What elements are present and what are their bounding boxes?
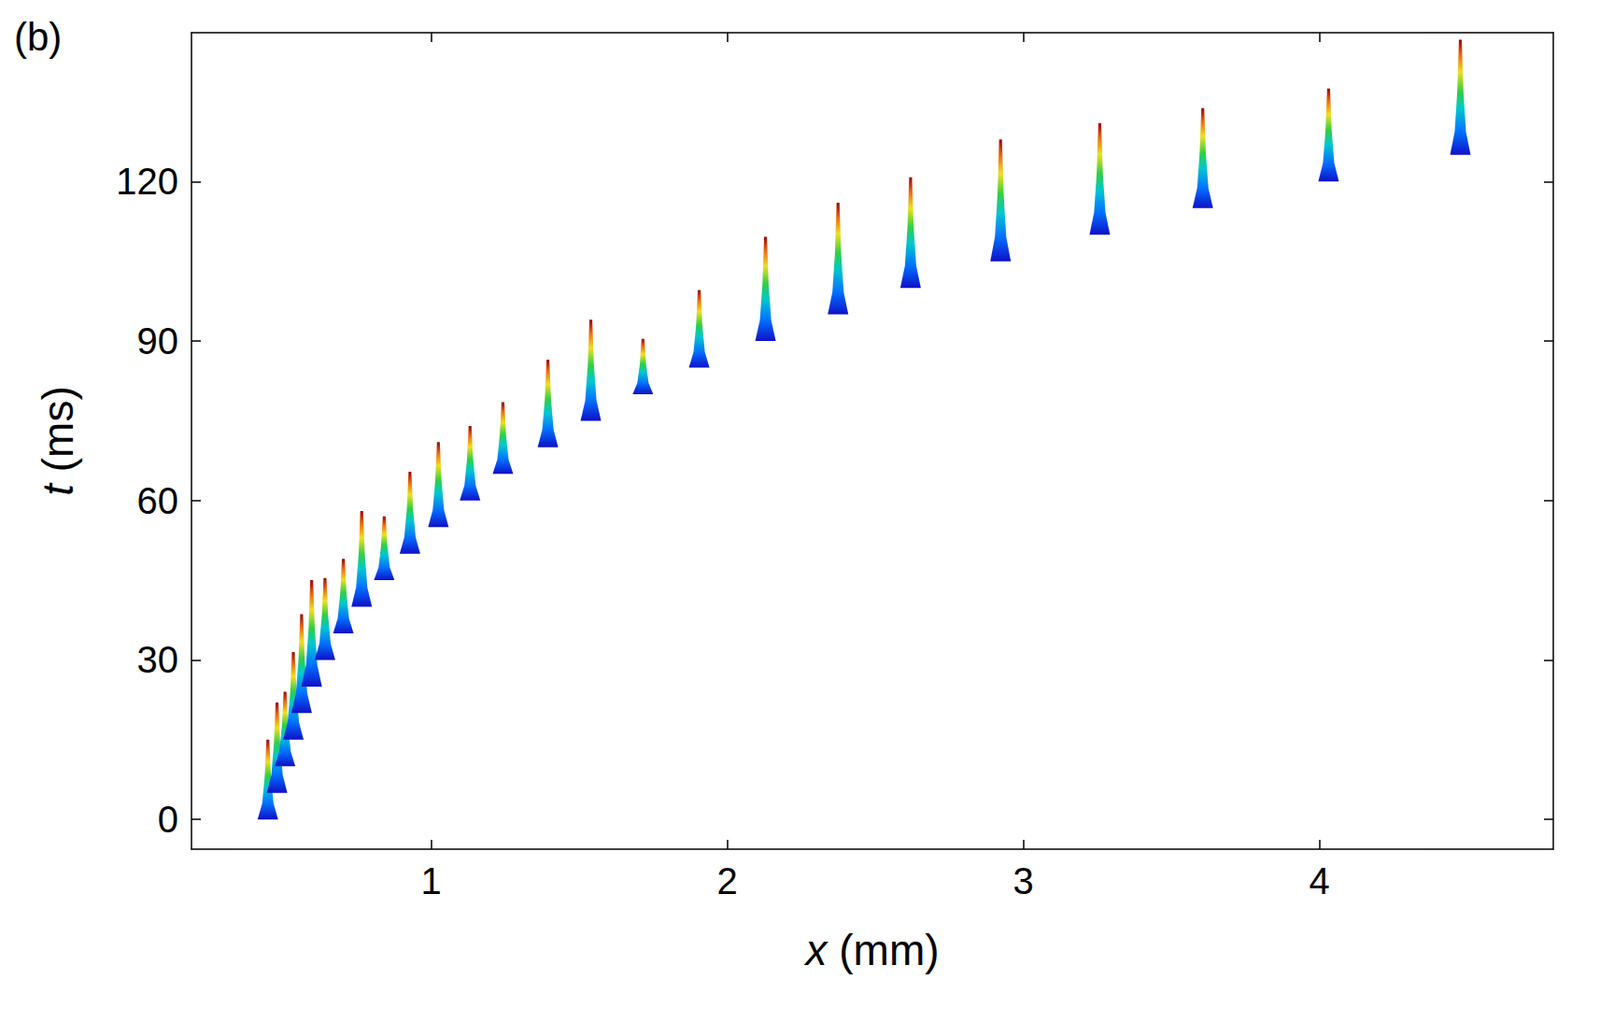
svg-text:120: 120 [115,160,179,202]
svg-text:0: 0 [157,798,179,840]
svg-text:2: 2 [717,860,738,902]
svg-text:60: 60 [137,480,180,522]
svg-text:(b): (b) [14,14,62,59]
svg-text:1: 1 [421,860,442,902]
svg-text:x: x [803,925,829,975]
svg-text:4: 4 [1308,860,1330,902]
svg-text:(ms): (ms) [33,385,83,484]
svg-text:30: 30 [137,638,180,680]
svg-text:(mm): (mm) [826,925,939,975]
svg-text:3: 3 [1013,860,1034,902]
svg-text:90: 90 [137,320,180,362]
svg-text:t: t [33,483,83,496]
